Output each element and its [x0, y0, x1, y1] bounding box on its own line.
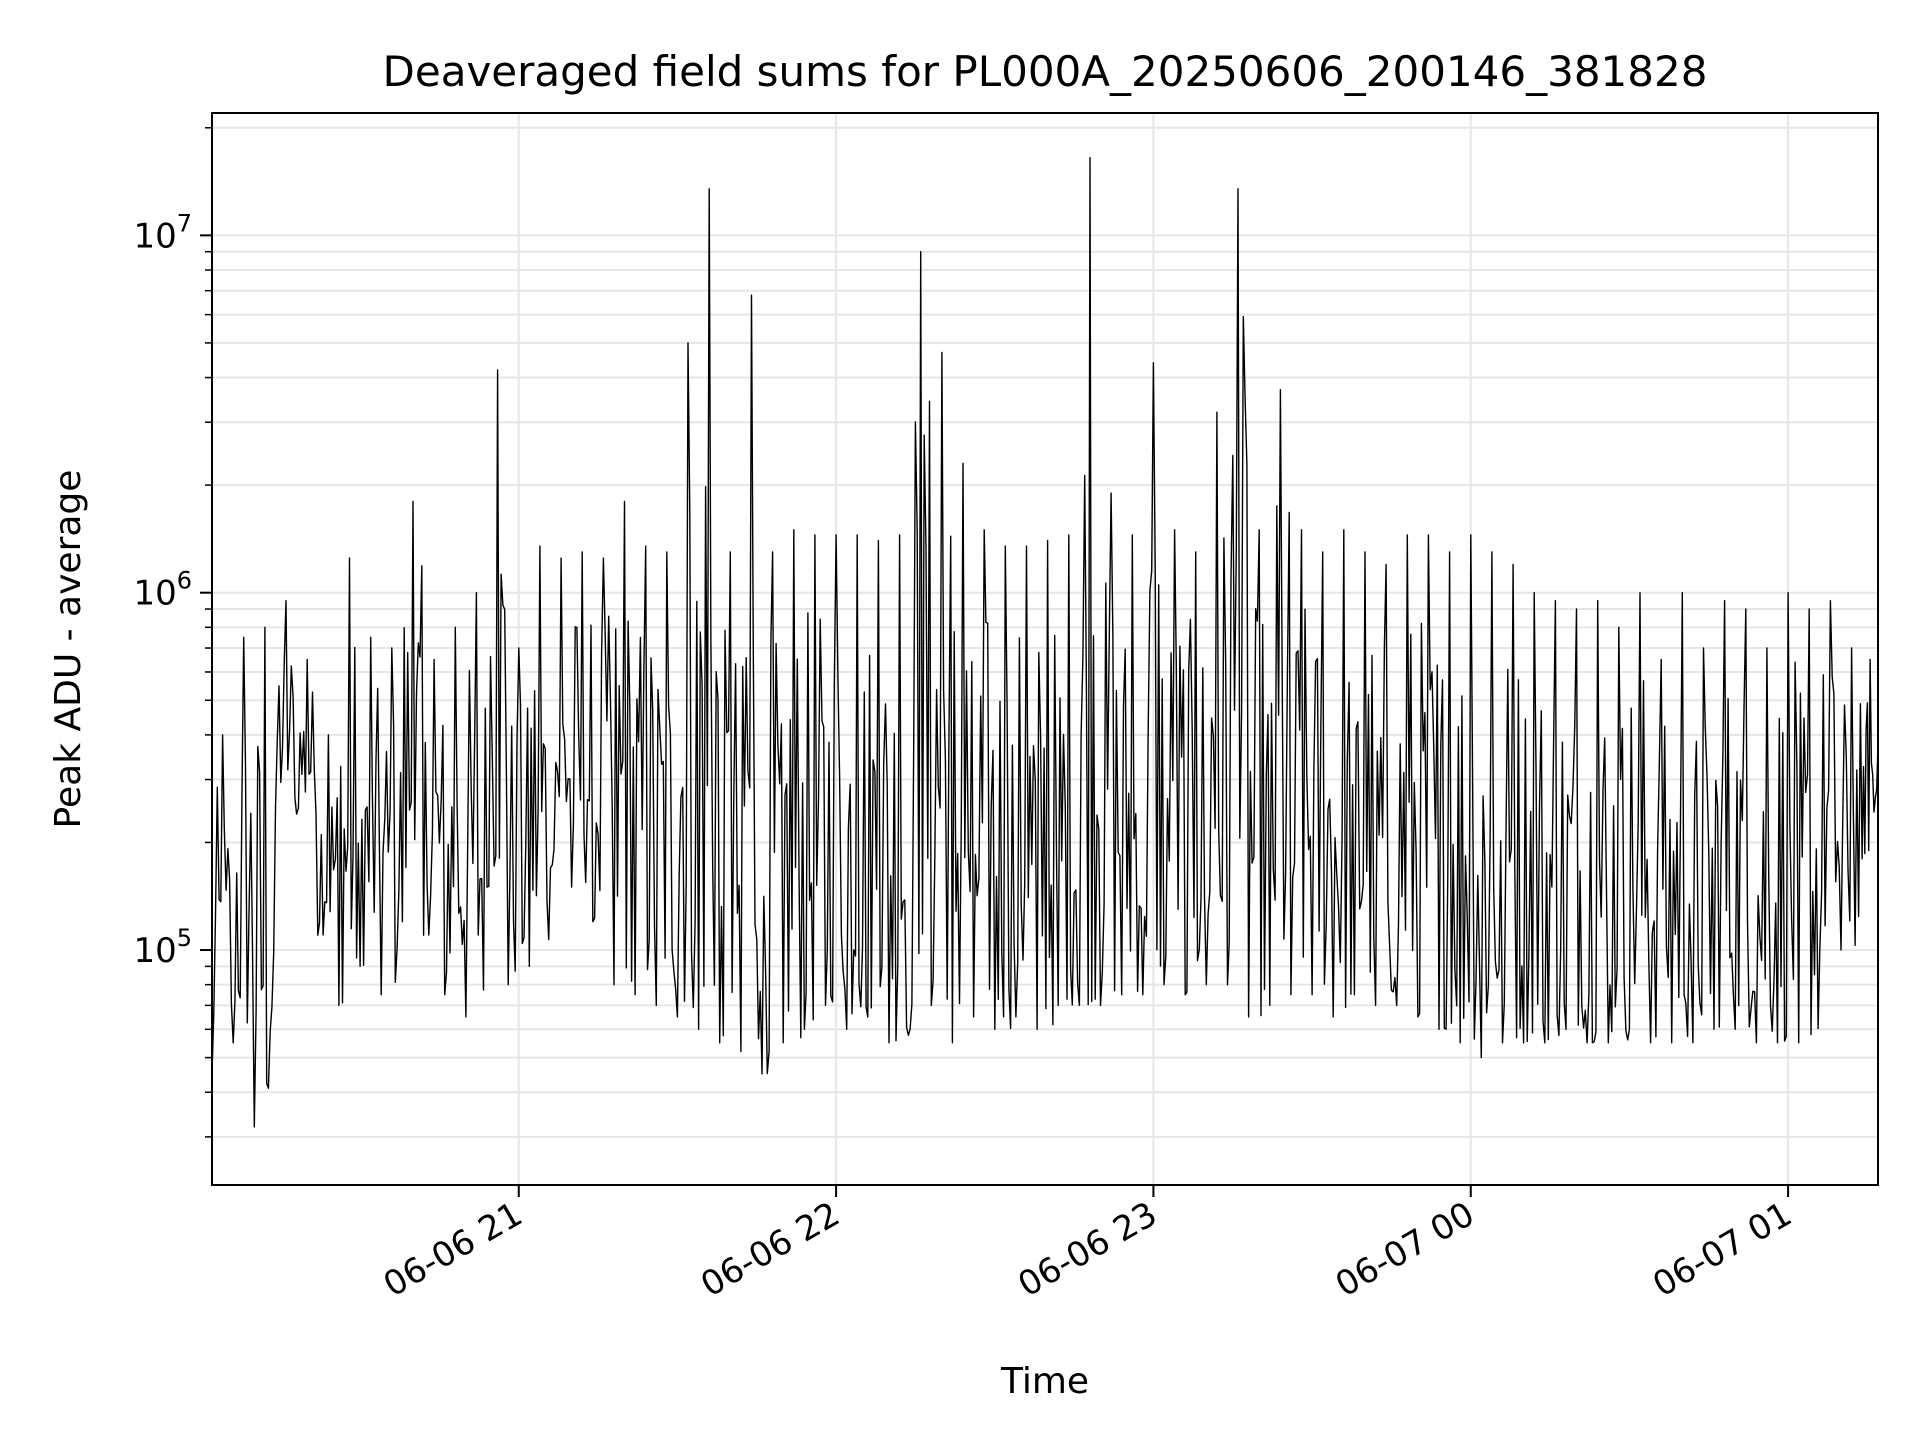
chart-title: Deaveraged field sums for PL000A_2025060… — [383, 47, 1708, 96]
series-layer — [211, 156, 1879, 1128]
y-axis-label: Peak ADU - average — [48, 470, 89, 829]
y-tick-label: 106 — [133, 567, 192, 614]
x-axis-label: Time — [1000, 1361, 1089, 1402]
x-tick-label: 06-06 21 — [377, 1194, 529, 1305]
x-tick-label: 06-06 23 — [1012, 1194, 1164, 1305]
y-tick-label: 105 — [133, 924, 192, 971]
plot-frame — [211, 112, 1879, 1186]
x-tick-label: 06-06 22 — [694, 1194, 846, 1305]
series-line — [211, 156, 1879, 1128]
grid-lines — [212, 113, 1878, 1185]
x-tick-label: 06-07 00 — [1329, 1194, 1481, 1305]
x-tick-label: 06-07 01 — [1646, 1194, 1798, 1305]
y-tick-label: 107 — [133, 209, 192, 256]
